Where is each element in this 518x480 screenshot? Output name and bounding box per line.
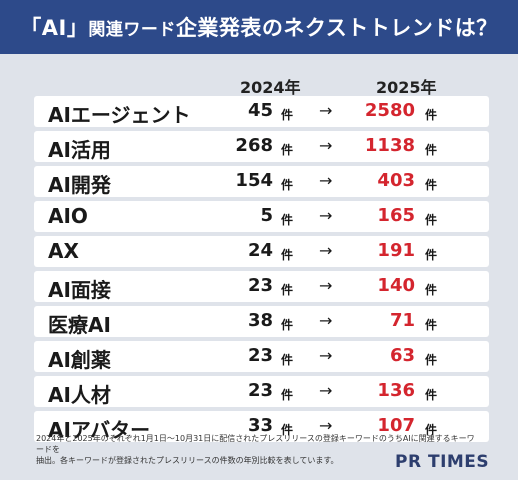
- arrow-right-icon: →: [319, 241, 333, 260]
- unit-label: 件: [425, 318, 438, 332]
- title-part3: 企業発表のネクストトレンドは？: [175, 16, 498, 40]
- unit-label: 件: [425, 423, 438, 437]
- count-2025: 63: [389, 345, 415, 366]
- count-2024: 154: [235, 170, 273, 191]
- column-header-2024: 2024年: [240, 78, 301, 97]
- footnote: 2024年と2025年のそれぞれ1月1日〜10月31日に配信されたプレスリリース…: [36, 433, 476, 466]
- unit-label: 件: [281, 178, 294, 192]
- keyword-label: AI創薬: [48, 348, 111, 372]
- arrow-right-icon: →: [319, 276, 333, 295]
- arrow-right-icon: →: [319, 346, 333, 365]
- table-row: AIエージェント 45 件 → 2580 件: [34, 96, 489, 127]
- arrow-right-icon: →: [319, 416, 333, 435]
- count-2025: 1138: [364, 135, 415, 156]
- count-2025: 136: [377, 380, 415, 401]
- count-2025: 107: [377, 415, 415, 436]
- keyword-label: 医療AI: [48, 313, 111, 337]
- unit-label: 件: [425, 143, 438, 157]
- arrow-right-icon: →: [319, 101, 333, 120]
- unit-label: 件: [281, 318, 294, 332]
- keyword-label: AI活用: [48, 138, 111, 162]
- unit-label: 件: [425, 353, 438, 367]
- keyword-label: AIアバター: [48, 418, 151, 442]
- keyword-label: AX: [48, 239, 79, 263]
- pr-times-logo: PR TIMES: [395, 452, 490, 472]
- keyword-label: AI開発: [48, 173, 111, 197]
- footnote-line-2: 抽出。各キーワードが登録されたプレスリリースの件数の年別比較を表しています。: [36, 456, 339, 465]
- unit-label: 件: [281, 388, 294, 402]
- count-2024: 45: [247, 100, 273, 121]
- keyword-table: AIエージェント 45 件 → 2580 件 AI活用 268 件 → 1138…: [34, 96, 489, 446]
- title-part1: 「AI」: [20, 16, 89, 40]
- title-banner: 「AI」関連ワード企業発表のネクストトレンドは？: [0, 0, 518, 54]
- count-2025: 191: [377, 240, 415, 261]
- unit-label: 件: [281, 108, 294, 122]
- unit-label: 件: [425, 108, 438, 122]
- unit-label: 件: [281, 143, 294, 157]
- table-row: AIアバター 33 件 → 107 件: [34, 411, 489, 442]
- count-2025: 165: [377, 205, 415, 226]
- count-2024: 23: [247, 345, 273, 366]
- column-header-2025: 2025年: [376, 78, 437, 97]
- unit-label: 件: [425, 178, 438, 192]
- table-row: 医療AI 38 件 → 71 件: [34, 306, 489, 337]
- unit-label: 件: [281, 248, 294, 262]
- unit-label: 件: [425, 388, 438, 402]
- unit-label: 件: [425, 283, 438, 297]
- unit-label: 件: [281, 423, 294, 437]
- table-row: AI活用 268 件 → 1138 件: [34, 131, 489, 162]
- count-2024: 33: [247, 415, 273, 436]
- count-2024: 5: [260, 205, 273, 226]
- arrow-right-icon: →: [319, 311, 333, 330]
- arrow-right-icon: →: [319, 381, 333, 400]
- count-2025: 71: [389, 310, 415, 331]
- keyword-label: AIO: [48, 204, 88, 228]
- count-2024: 23: [247, 380, 273, 401]
- table-row: AIO 5 件 → 165 件: [34, 201, 489, 232]
- keyword-label: AIエージェント: [48, 103, 191, 127]
- unit-label: 件: [281, 213, 294, 227]
- count-2024: 24: [247, 240, 273, 261]
- unit-label: 件: [281, 283, 294, 297]
- count-2024: 23: [247, 275, 273, 296]
- page-title: 「AI」関連ワード企業発表のネクストトレンドは？: [20, 12, 497, 42]
- count-2024: 268: [235, 135, 273, 156]
- table-row: AI創薬 23 件 → 63 件: [34, 341, 489, 372]
- arrow-right-icon: →: [319, 136, 333, 155]
- count-2025: 140: [377, 275, 415, 296]
- count-2025: 2580: [364, 100, 415, 121]
- title-part2: 関連ワード: [88, 20, 176, 40]
- table-row: AI面接 23 件 → 140 件: [34, 271, 489, 302]
- table-row: AX 24 件 → 191 件: [34, 236, 489, 267]
- table-row: AI開発 154 件 → 403 件: [34, 166, 489, 197]
- count-2024: 38: [247, 310, 273, 331]
- unit-label: 件: [281, 353, 294, 367]
- keyword-label: AI面接: [48, 278, 111, 302]
- footnote-line-1: 2024年と2025年のそれぞれ1月1日〜10月31日に配信されたプレスリリース…: [36, 434, 475, 454]
- keyword-label: AI人材: [48, 383, 111, 407]
- unit-label: 件: [425, 213, 438, 227]
- arrow-right-icon: →: [319, 171, 333, 190]
- arrow-right-icon: →: [319, 206, 333, 225]
- table-row: AI人材 23 件 → 136 件: [34, 376, 489, 407]
- unit-label: 件: [425, 248, 438, 262]
- count-2025: 403: [377, 170, 415, 191]
